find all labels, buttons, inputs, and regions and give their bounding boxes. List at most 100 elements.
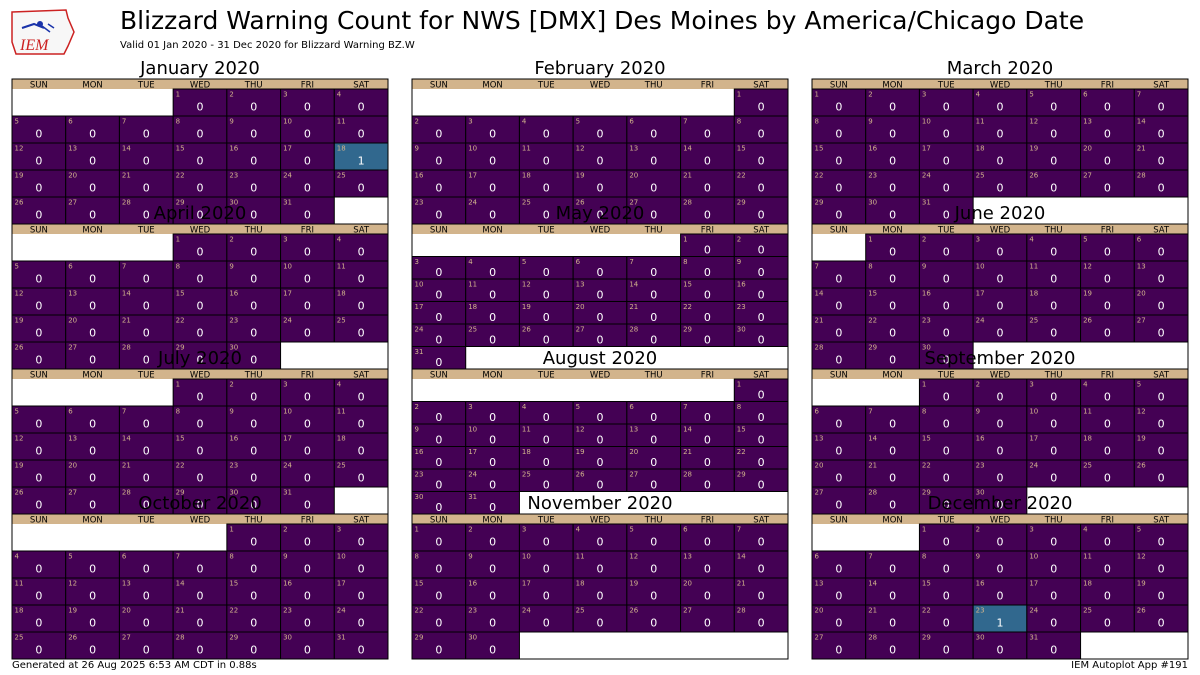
- day-number: 1: [176, 91, 180, 99]
- day-count: 0: [304, 644, 311, 657]
- day-number: 19: [1029, 145, 1038, 153]
- day-count: 0: [358, 300, 365, 313]
- day-count: 0: [489, 433, 496, 446]
- day-count: 0: [358, 273, 365, 286]
- day-count: 0: [650, 288, 657, 301]
- day-count: 0: [650, 617, 657, 630]
- day-cell: [280, 523, 335, 552]
- day-number: 6: [815, 553, 820, 561]
- day-number: 26: [576, 471, 585, 479]
- day-number: 26: [1083, 317, 1092, 325]
- day-number: 28: [683, 471, 692, 479]
- weekday-label: FRI: [701, 226, 714, 236]
- day-number: 7: [683, 403, 687, 411]
- weekday-label: SAT: [1153, 371, 1170, 381]
- day-number: 31: [922, 199, 931, 207]
- month-title: October 2020: [138, 493, 262, 514]
- day-count: 0: [358, 590, 365, 603]
- weekday-band: [12, 79, 388, 89]
- day-count: 0: [758, 456, 765, 469]
- day-count: 0: [358, 101, 365, 114]
- day-count: 0: [304, 391, 311, 404]
- day-count: 0: [704, 536, 711, 549]
- day-count: 0: [835, 418, 842, 431]
- day-count: 0: [943, 499, 950, 512]
- day-count: 0: [35, 418, 42, 431]
- day-number: 27: [122, 634, 131, 642]
- day-count: 0: [943, 273, 950, 286]
- day-count: 0: [543, 456, 550, 469]
- day-count: 0: [143, 499, 150, 512]
- day-count: 0: [489, 644, 496, 657]
- day-cell: [11, 459, 67, 488]
- day-number: 19: [68, 607, 77, 615]
- day-number: 30: [868, 199, 877, 207]
- day-count: 0: [89, 273, 96, 286]
- day-count: 0: [89, 354, 96, 367]
- day-number: 24: [337, 607, 346, 615]
- day-number: 28: [868, 634, 877, 642]
- day-number: 6: [629, 403, 634, 411]
- day-count: 0: [943, 472, 950, 485]
- day-count: 0: [304, 617, 311, 630]
- day-cell: [626, 550, 682, 579]
- day-count: 0: [1158, 300, 1165, 313]
- day-number: 21: [176, 607, 185, 615]
- day-number: 19: [1083, 290, 1092, 298]
- day-number: 6: [815, 408, 820, 416]
- day-count: 0: [304, 182, 311, 195]
- day-count: 0: [943, 182, 950, 195]
- day-number: 28: [122, 344, 131, 352]
- weekday-label: TUE: [137, 516, 155, 526]
- day-count: 0: [650, 478, 657, 491]
- day-number: 27: [815, 634, 824, 642]
- day-number: 1: [415, 526, 419, 534]
- day-count: 0: [489, 288, 496, 301]
- day-count: 0: [704, 333, 711, 346]
- day-count: 1: [997, 617, 1004, 630]
- day-count: 0: [358, 128, 365, 141]
- day-number: 14: [815, 290, 824, 298]
- day-number: 20: [68, 462, 77, 470]
- day-count: 0: [835, 354, 842, 367]
- day-number: 3: [1029, 526, 1033, 534]
- day-count: 0: [704, 243, 711, 256]
- day-cell: [972, 577, 1028, 606]
- day-number: 5: [1083, 236, 1087, 244]
- day-cell: [518, 142, 574, 171]
- day-count: 0: [997, 128, 1004, 141]
- day-count: 0: [889, 472, 896, 485]
- day-number: 9: [922, 263, 926, 271]
- day-count: 0: [1050, 590, 1057, 603]
- day-number: 15: [922, 435, 931, 443]
- day-count: 0: [250, 182, 257, 195]
- day-cell: [865, 314, 920, 343]
- day-number: 25: [576, 607, 585, 615]
- weekday-label: THU: [244, 371, 263, 381]
- day-number: 30: [922, 344, 931, 352]
- day-count: 0: [1104, 246, 1111, 259]
- day-cell: [465, 169, 520, 198]
- weekday-label: THU: [644, 226, 663, 236]
- day-number: 7: [629, 258, 633, 266]
- day-count: 0: [143, 644, 150, 657]
- day-number: 17: [922, 145, 931, 153]
- day-number: 12: [522, 281, 531, 289]
- day-count: 0: [358, 418, 365, 431]
- day-number: 1: [229, 526, 233, 534]
- day-cell: [1026, 577, 1082, 606]
- day-number: 7: [815, 263, 819, 271]
- day-cell: [118, 459, 174, 488]
- day-number: 16: [283, 580, 292, 588]
- weekday-label: MON: [882, 226, 902, 236]
- day-cell: [1133, 378, 1189, 407]
- day-count: 0: [1050, 472, 1057, 485]
- day-number: 20: [122, 607, 131, 615]
- day-number: 10: [468, 145, 477, 153]
- day-cell: [172, 459, 228, 488]
- day-count: 0: [197, 499, 204, 512]
- day-number: 9: [283, 553, 287, 561]
